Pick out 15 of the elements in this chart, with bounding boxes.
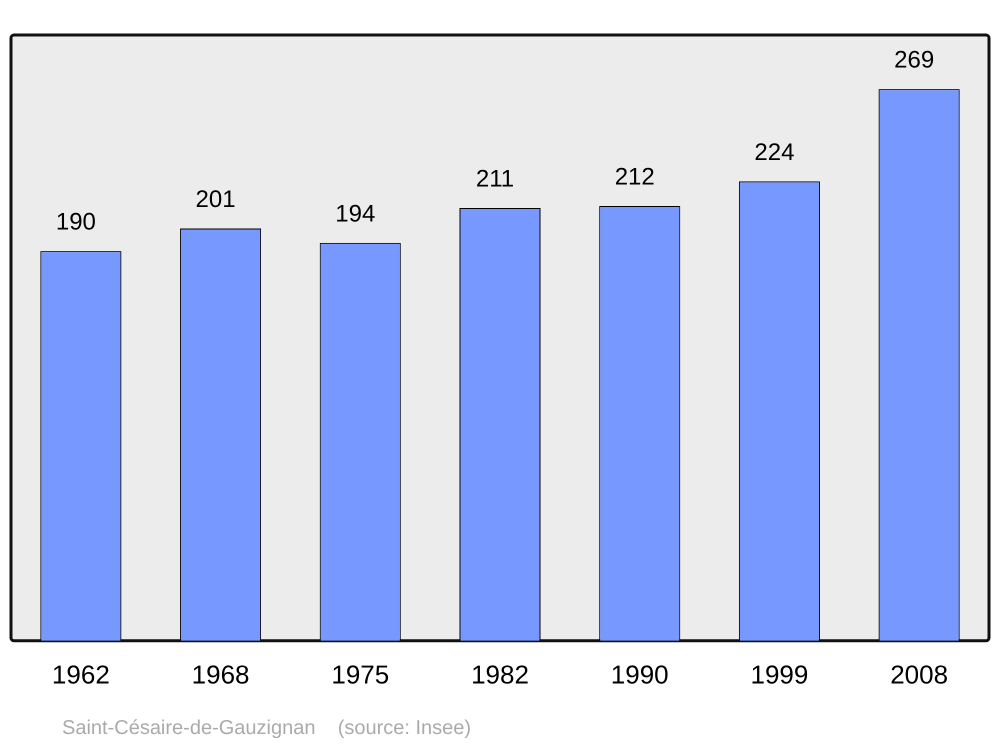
x-tick-label: 1975 — [331, 660, 390, 690]
data-label: 194 — [335, 200, 376, 228]
x-tick-label: 1962 — [52, 660, 110, 690]
data-label: 269 — [894, 46, 934, 74]
x-tick-label: 1990 — [610, 660, 669, 690]
x-tick-label: 1968 — [192, 660, 250, 690]
x-tick-label: 1982 — [471, 660, 529, 690]
data-label: 212 — [614, 164, 655, 191]
data-label: 224 — [754, 138, 794, 166]
data-label: 211 — [476, 166, 514, 193]
x-tick-label: 1999 — [750, 660, 808, 690]
x-tick-label: 2008 — [890, 660, 948, 690]
text: Saint-Césaire-de-Gauzignan (source: Insee) — [62, 717, 472, 740]
data-label: 201 — [196, 186, 236, 214]
data-label: 190 — [56, 208, 96, 236]
